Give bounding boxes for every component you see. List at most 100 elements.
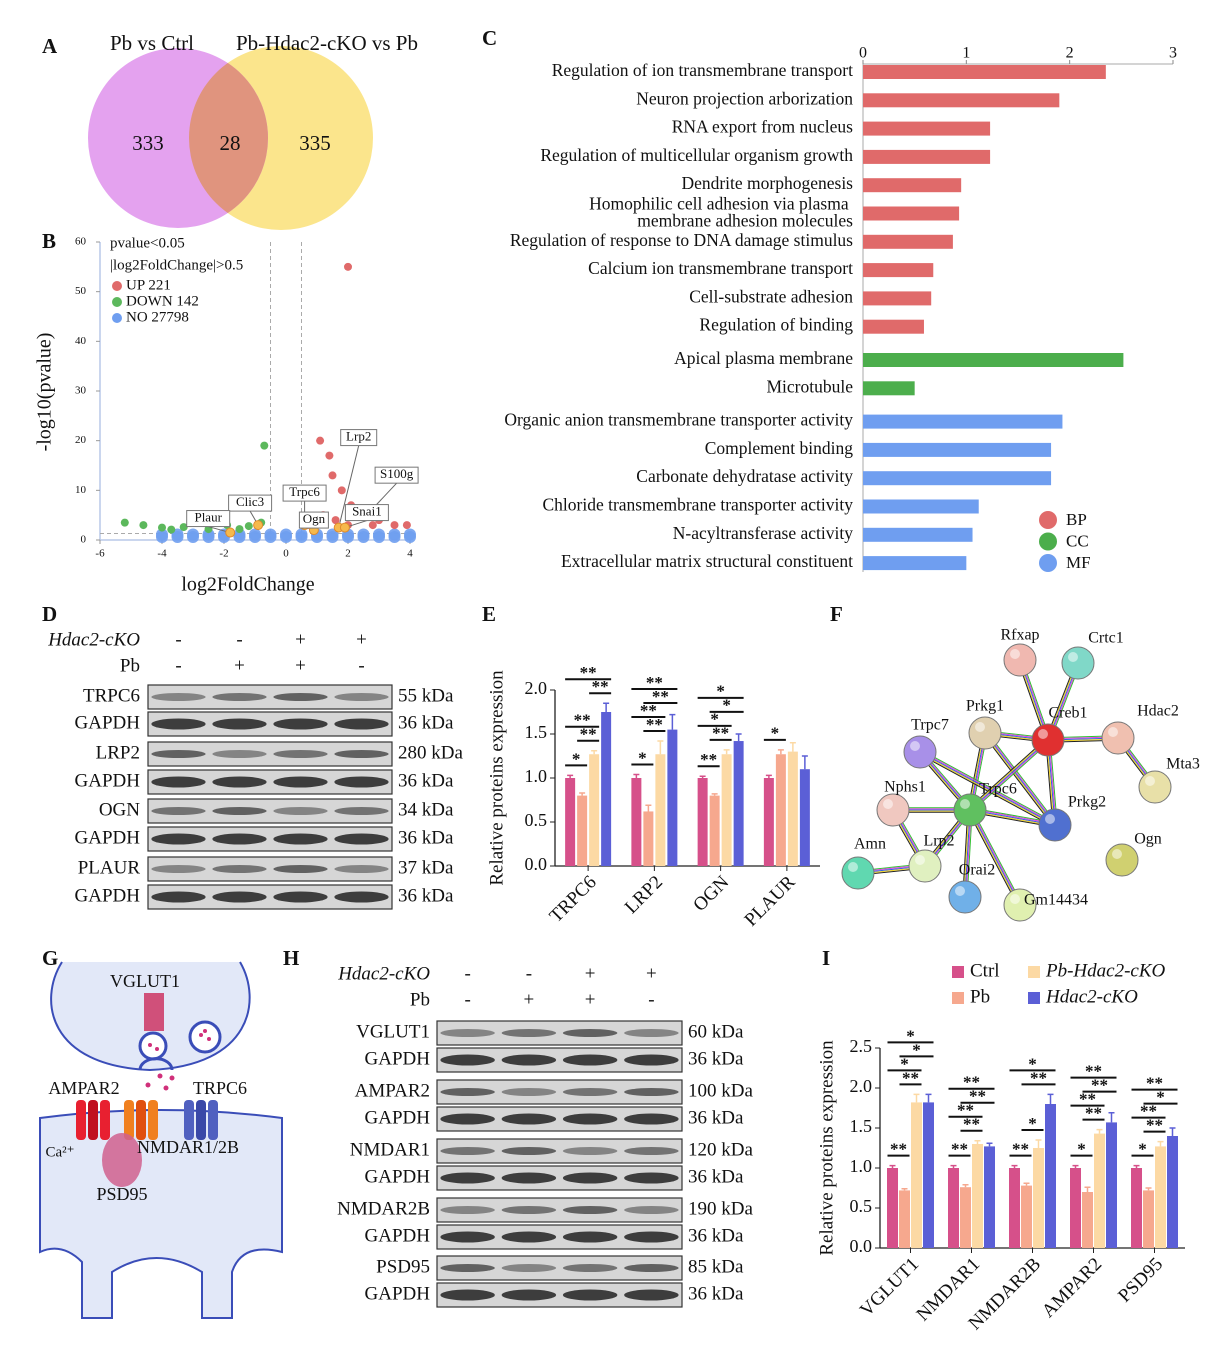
significance-label: * xyxy=(912,1040,921,1059)
bar xyxy=(863,442,1052,457)
significance-label: ** xyxy=(957,1101,974,1120)
blot-band xyxy=(440,1231,495,1243)
node-highlight xyxy=(1038,729,1048,739)
significance-label: * xyxy=(1028,1114,1037,1133)
diagram-label: TRPC6 xyxy=(193,1078,247,1098)
significance-label: * xyxy=(1077,1140,1086,1159)
blot-band xyxy=(624,1289,679,1301)
x-tick-label: TRPC6 xyxy=(546,872,601,927)
bar xyxy=(863,121,991,136)
protein-label: NMDAR1 xyxy=(350,1139,430,1160)
bar xyxy=(863,527,973,542)
network-edge xyxy=(986,731,1058,824)
panel-label: H xyxy=(283,946,299,970)
condition-sign: - xyxy=(464,963,470,984)
point xyxy=(331,516,340,525)
blot-band xyxy=(273,776,328,788)
blot-band xyxy=(151,776,206,788)
blot-band xyxy=(624,1113,679,1125)
bar xyxy=(1094,1133,1105,1248)
size-label: 36 kDa xyxy=(398,770,454,791)
annotated-point xyxy=(225,527,236,538)
y-tick-label: 0 xyxy=(81,534,87,546)
legend-label: NO 27798 xyxy=(126,309,189,325)
blot-band xyxy=(440,1147,495,1155)
point xyxy=(249,528,261,541)
bar xyxy=(577,795,588,866)
x-tick-label: AMPAR2 xyxy=(1038,1254,1106,1322)
x-tick-label: -2 xyxy=(219,548,228,560)
node-highlight xyxy=(1045,814,1055,824)
network-edge xyxy=(919,751,1056,826)
y-tick-label: 40 xyxy=(75,335,87,347)
axis-label: -log10(pvalue) xyxy=(34,333,56,452)
significance-label: ** xyxy=(646,715,663,734)
network-node xyxy=(1031,723,1065,757)
significance-label: ** xyxy=(969,1087,986,1106)
panel-label: F xyxy=(830,602,843,626)
protein-label: GAPDH xyxy=(365,1283,431,1304)
blot-band xyxy=(562,1289,618,1301)
y-tick-label: 1.5 xyxy=(525,722,548,742)
significance-label: ** xyxy=(580,663,597,682)
error-bar xyxy=(1108,1112,1115,1123)
significance-label: ** xyxy=(700,750,717,769)
venn-count: 28 xyxy=(220,131,241,155)
blot-band xyxy=(624,1088,679,1096)
bar xyxy=(631,778,642,866)
size-label: 36 kDa xyxy=(398,827,454,848)
category-label: Neuron projection arborization xyxy=(636,88,853,108)
blot-band xyxy=(212,718,267,730)
significance-label: ** xyxy=(963,1073,980,1092)
significance-label: * xyxy=(906,1026,915,1045)
significance-label: ** xyxy=(1085,1104,1102,1123)
node-label: Creb1 xyxy=(1048,705,1087,722)
legend-marker xyxy=(112,297,122,307)
category-label: Organic anion transmembrane transporter … xyxy=(504,410,853,430)
size-label: 55 kDa xyxy=(398,685,454,706)
blot-band xyxy=(624,1264,679,1272)
node-label: Prkg1 xyxy=(966,698,1004,715)
panel-label: B xyxy=(42,229,56,253)
node-label: Orai2 xyxy=(959,862,995,879)
error-bar xyxy=(669,713,676,730)
point xyxy=(388,528,401,541)
category-label: Regulation of binding xyxy=(699,315,853,335)
error-bar xyxy=(591,749,598,755)
network-edge xyxy=(967,810,1019,907)
vesicle-fusion xyxy=(138,1057,174,1071)
panel-label: D xyxy=(42,602,57,626)
significance-label: ** xyxy=(963,1115,980,1134)
condition-sign: - xyxy=(358,655,364,676)
bar xyxy=(863,263,934,278)
legend-swatch xyxy=(952,992,964,1004)
node-label: Ogn xyxy=(1134,831,1162,848)
error-bar xyxy=(1035,1139,1042,1148)
category-label: Regulation of response to DNA damage sti… xyxy=(510,230,853,250)
x-tick-label: -4 xyxy=(157,548,167,560)
point xyxy=(368,521,377,530)
x-tick-label: 3 xyxy=(1169,45,1177,62)
error-bar xyxy=(1011,1164,1018,1168)
trpc6-channel xyxy=(184,1100,218,1140)
error-bar xyxy=(1096,1128,1103,1134)
network-edge xyxy=(985,732,1057,825)
category-label: Homophilic cell adhesion via plasma memb… xyxy=(589,194,853,231)
blot-band xyxy=(440,1289,495,1301)
significance-label: ** xyxy=(951,1140,968,1159)
condition-sign: + xyxy=(585,963,596,984)
category-label: Regulation of multicellular organism gro… xyxy=(540,145,853,165)
blot-band xyxy=(562,1029,618,1037)
size-label: 36 kDa xyxy=(398,885,454,906)
x-tick-label: 4 xyxy=(407,548,413,560)
panel-label: G xyxy=(42,946,58,970)
point xyxy=(404,528,416,541)
blot-band xyxy=(624,1147,679,1155)
category-label: Chloride transmembrane transporter activ… xyxy=(542,495,853,515)
y-tick-label: 0.5 xyxy=(525,810,548,830)
node-label: Gm14434 xyxy=(1024,892,1088,909)
size-label: 280 kDa xyxy=(398,742,463,763)
point xyxy=(260,441,269,450)
error-bar xyxy=(765,774,772,778)
x-tick-label: PLAUR xyxy=(741,872,800,931)
